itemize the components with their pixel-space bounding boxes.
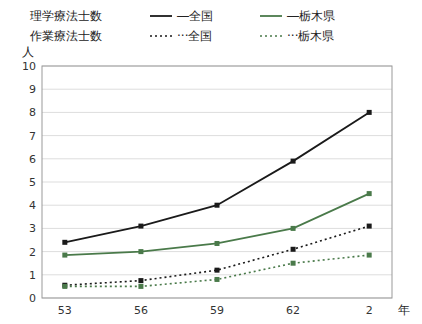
legend-swatch: [260, 15, 282, 17]
grid-line: [42, 158, 392, 159]
grid-line: [42, 228, 392, 229]
data-point: [367, 253, 372, 258]
data-point: [138, 284, 143, 289]
y-tick-label: 8: [29, 106, 36, 119]
data-point: [367, 191, 372, 196]
legend-swatch: [150, 35, 172, 37]
plot-frame: [42, 66, 392, 298]
y-tick-label: 0: [29, 292, 36, 305]
data-point: [215, 203, 220, 208]
data-point: [62, 253, 67, 258]
data-point: [291, 159, 296, 164]
series-line: [65, 255, 369, 286]
grid-line: [42, 112, 392, 113]
y-tick-label: 4: [29, 199, 36, 212]
y-tick-label: 2: [29, 246, 36, 259]
data-point: [62, 240, 67, 245]
y-tick-label: 6: [29, 153, 36, 166]
x-tick-label: 62: [286, 304, 300, 317]
legend-heading: 理学療法士数: [30, 9, 102, 23]
data-point: [291, 261, 296, 266]
data-point: [291, 247, 296, 252]
data-point: [215, 268, 220, 273]
data-point: [367, 110, 372, 115]
y-tick-label: 10: [22, 60, 36, 73]
grid-line: [42, 89, 392, 90]
series-line: [65, 194, 369, 255]
plot-area: [62, 110, 371, 289]
legend-heading: 作業療法士数: [29, 29, 102, 43]
data-point: [138, 249, 143, 254]
data-point: [62, 284, 67, 289]
series-line: [65, 112, 369, 242]
y-axis-label: 人: [22, 45, 34, 59]
y-tick-label: 9: [29, 83, 36, 96]
chart: 012345678910535659622年人理学療法士数―全国―栃木県作業療法…: [0, 0, 422, 324]
y-tick-label: 1: [29, 269, 36, 282]
legend-swatch: [150, 15, 172, 17]
grid-line: [42, 274, 392, 275]
x-tick-label: 56: [134, 304, 148, 317]
y-tick-label: 5: [29, 176, 36, 189]
legend-swatch: [260, 35, 282, 37]
grid-line: [42, 182, 392, 183]
data-point: [138, 224, 143, 229]
data-point: [367, 224, 372, 229]
legend-entry: ―栃木県: [287, 9, 335, 23]
data-point: [138, 278, 143, 283]
x-tick-label: 59: [210, 304, 224, 317]
x-axis-label: 年: [398, 303, 410, 317]
y-tick-label: 3: [29, 222, 36, 235]
data-point: [215, 241, 220, 246]
x-tick-label: 2: [366, 304, 373, 317]
grid-line: [42, 135, 392, 136]
data-point: [215, 277, 220, 282]
legend-entry: ···栃木県: [287, 29, 334, 43]
legend-entry: ···全国: [177, 29, 212, 43]
x-tick-label: 53: [58, 304, 72, 317]
series-line: [65, 226, 369, 285]
grid-line: [42, 251, 392, 252]
legend-entry: ―全国: [177, 9, 213, 23]
y-tick-label: 7: [29, 130, 36, 143]
data-point: [291, 226, 296, 231]
